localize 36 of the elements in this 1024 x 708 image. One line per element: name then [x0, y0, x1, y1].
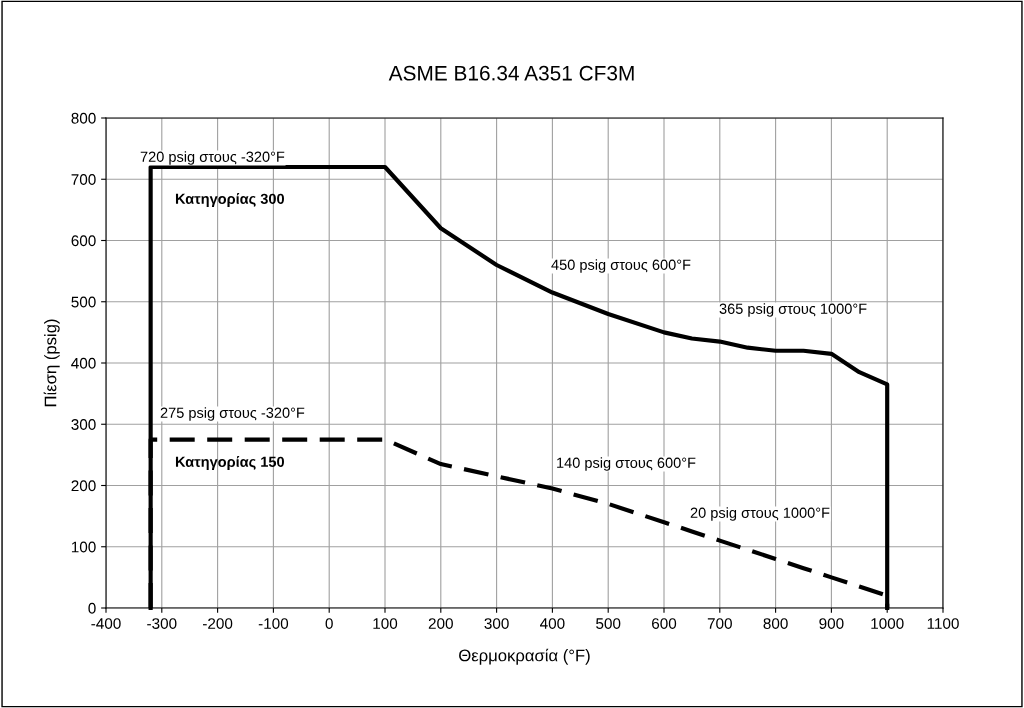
- x-tick-label: -100: [258, 618, 289, 629]
- y-tick-label: 800: [71, 112, 96, 124]
- x-tick-label: 700: [707, 618, 732, 629]
- annotation: 140 psig στους 600°F: [557, 457, 696, 471]
- y-tick-label: 700: [71, 174, 96, 185]
- chart-title: ASME B16.34 A351 CF3M: [388, 65, 634, 81]
- x-tick-label: 800: [763, 618, 788, 629]
- series-label: Κατηγορίας 150: [175, 456, 285, 470]
- x-tick-label: 900: [819, 618, 844, 629]
- x-tick-label: -400: [91, 618, 121, 629]
- y-tick-label: 100: [71, 541, 96, 553]
- x-tick-label: -200: [202, 618, 233, 629]
- y-tick-label: 300: [71, 419, 96, 430]
- x-tick-label: 200: [428, 618, 453, 629]
- annotation: 720 psig στους -320°F: [140, 151, 285, 165]
- series-label: Κατηγορίας 300: [175, 193, 285, 207]
- x-tick-label: -300: [147, 618, 177, 629]
- y-tick-label: 500: [71, 296, 96, 308]
- x-tick-label: 600: [652, 618, 677, 629]
- annotation: 20 psig στους 1000°F: [690, 507, 830, 521]
- x-tick-label: 0: [325, 618, 333, 629]
- x-tick-label: 100: [373, 618, 398, 629]
- annotation: 450 psig στους 600°F: [551, 259, 691, 273]
- y-tick-label: 400: [71, 357, 96, 369]
- annotation: 365 psig στους 1000°F: [719, 303, 867, 317]
- x-tick-label: 300: [484, 618, 509, 629]
- x-axis-title: Θερμοκρασία (°F): [459, 648, 590, 665]
- x-tick-label: 1100: [927, 618, 959, 629]
- y-tick-label: 600: [71, 235, 96, 247]
- x-tick-label: 400: [540, 618, 565, 629]
- y-axis-title: Πίεση (psig): [43, 319, 60, 407]
- x-tick-label: 1000: [871, 618, 904, 629]
- annotation: 275 psig στους -320°F: [160, 407, 305, 421]
- x-tick-label: 500: [596, 618, 621, 629]
- y-tick-label: 200: [71, 480, 96, 492]
- y-tick-label: 0: [88, 602, 96, 614]
